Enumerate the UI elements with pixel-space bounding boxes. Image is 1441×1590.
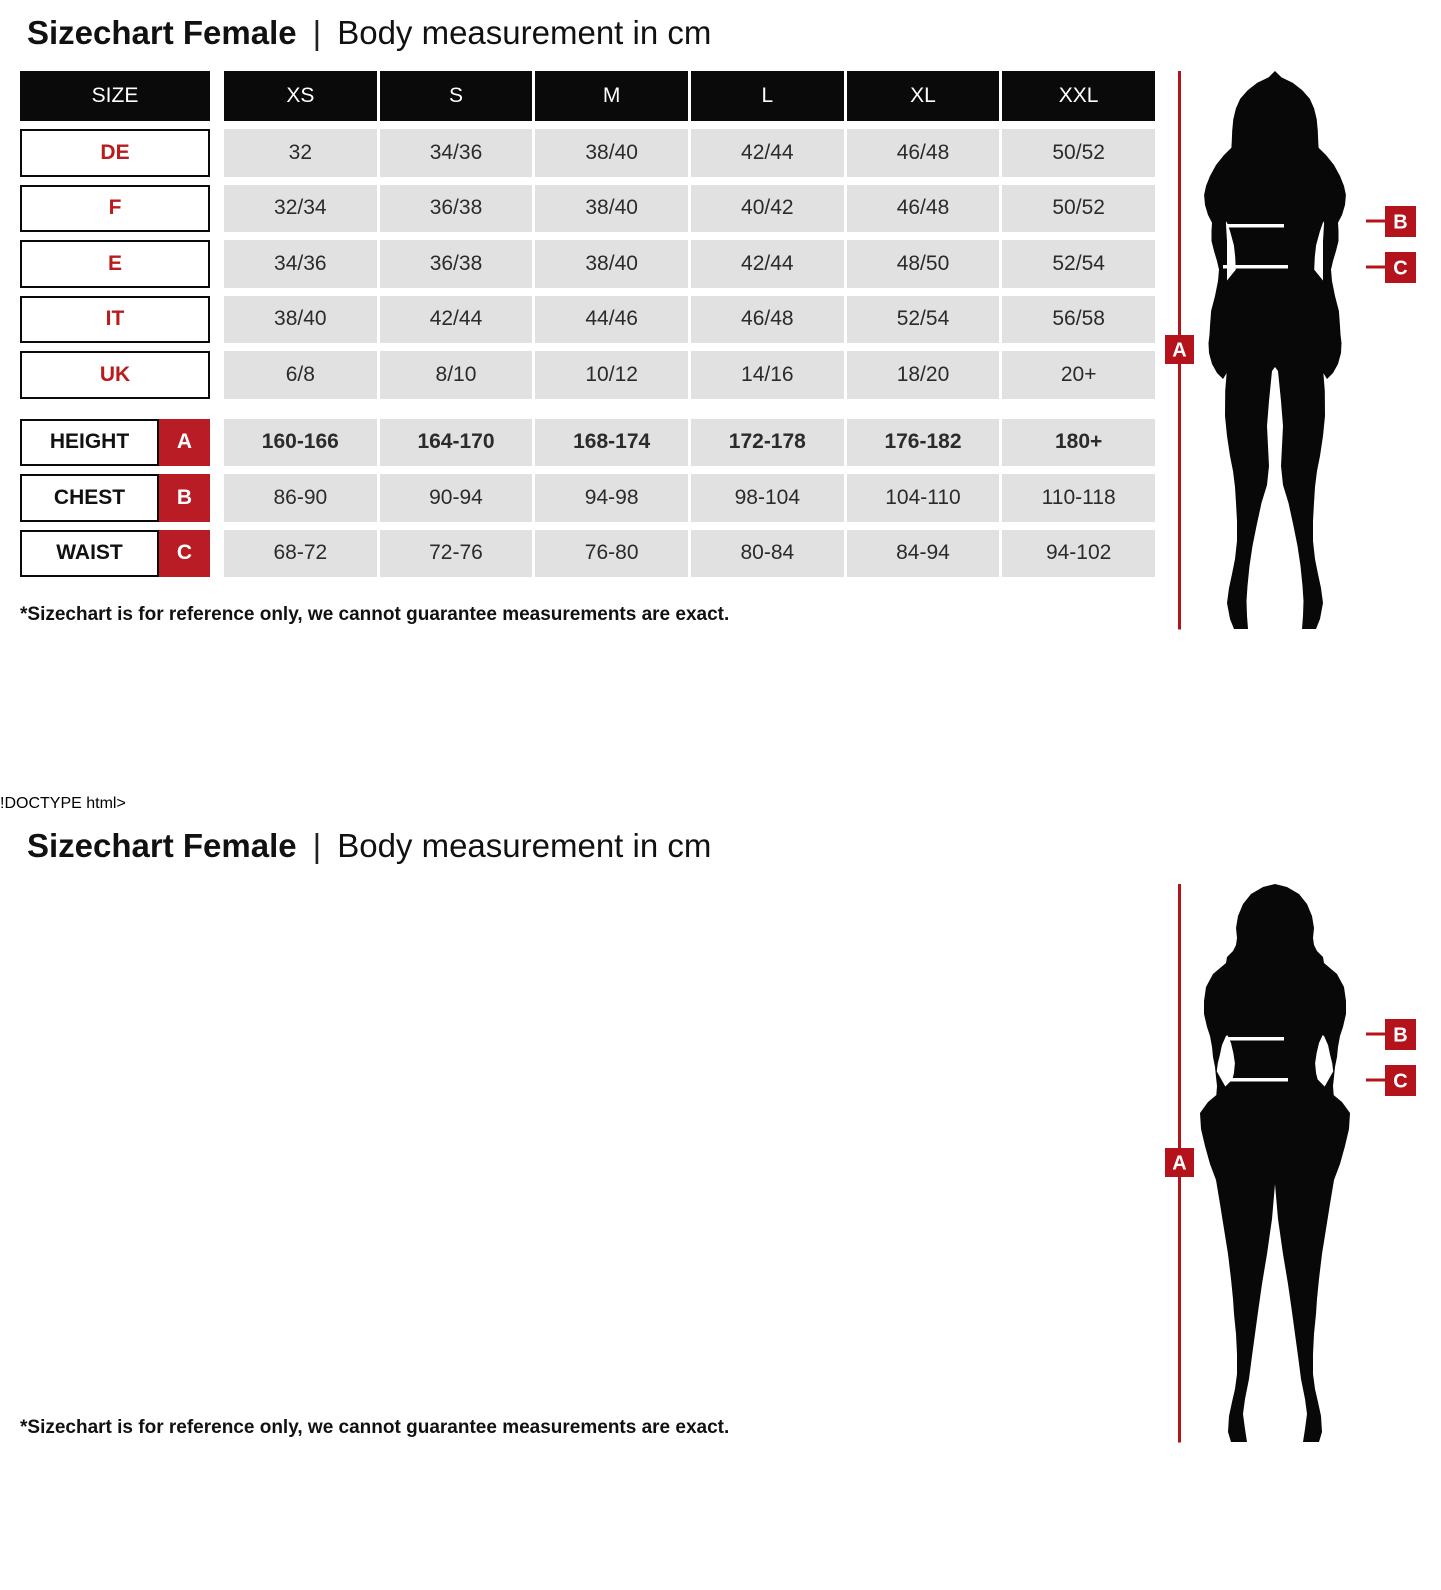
svg-text:B: B	[1393, 1025, 1407, 1047]
svg-text:C: C	[1393, 1071, 1407, 1093]
svg-text:A: A	[1172, 1153, 1186, 1175]
svg-text:B: B	[1393, 212, 1407, 234]
svg-text:A: A	[1172, 340, 1186, 362]
svg-text:C: C	[1393, 258, 1407, 280]
